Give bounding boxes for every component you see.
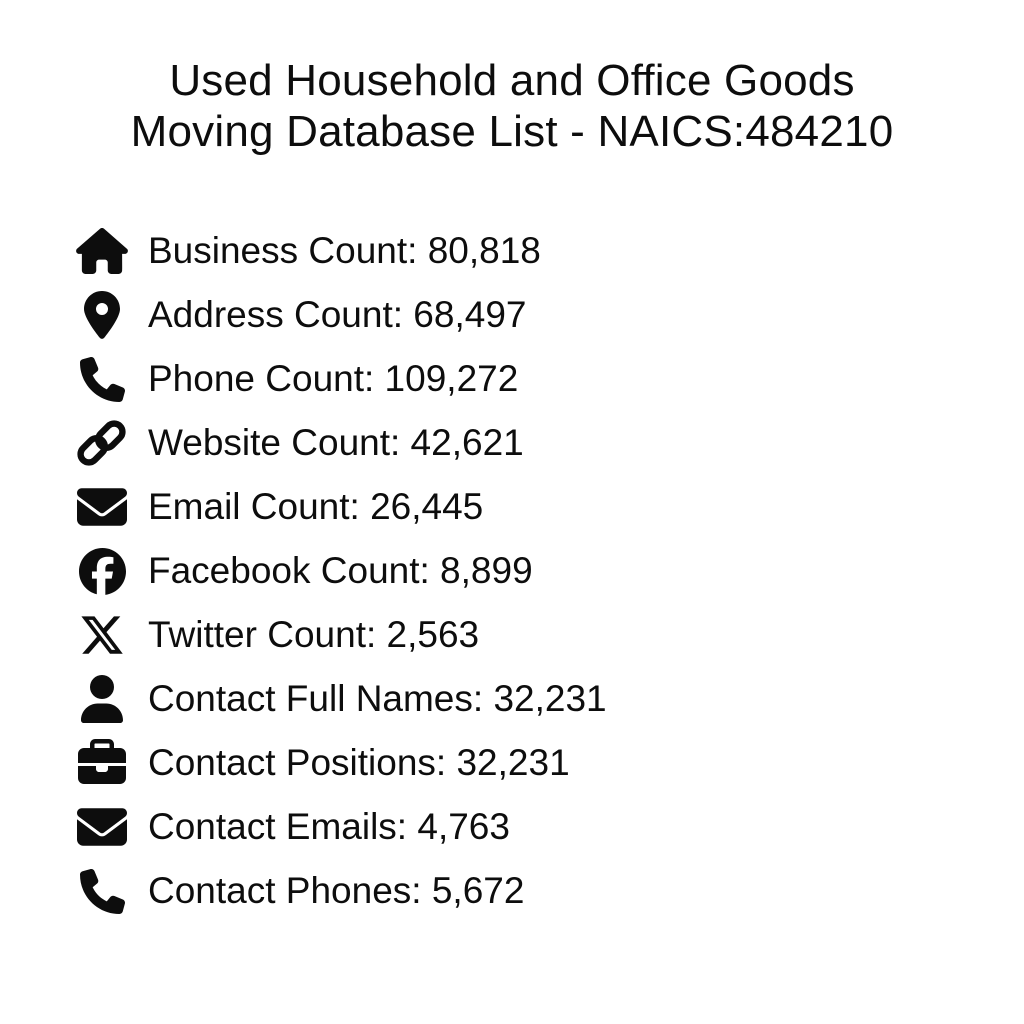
stat-row: Facebook Count: 8,899 [74, 539, 1024, 603]
link-icon [74, 420, 130, 467]
stat-row: Contact Emails: 4,763 [74, 795, 1024, 859]
envelope-icon [74, 482, 130, 532]
facebook-icon [74, 548, 130, 595]
stat-row: Website Count: 42,621 [74, 411, 1024, 475]
stat-text: Twitter Count: 2,563 [148, 614, 480, 656]
house-icon [74, 228, 130, 274]
stat-row: Twitter Count: 2,563 [74, 603, 1024, 667]
page-title-line1: Used Household and Office Goods [169, 56, 855, 105]
location-pin-icon [74, 291, 130, 339]
envelope-icon [74, 802, 130, 852]
stat-text: Website Count: 42,621 [148, 422, 524, 464]
phone-icon [74, 357, 130, 402]
stat-text: Contact Phones: 5,672 [148, 870, 525, 912]
stat-text: Contact Emails: 4,763 [148, 806, 510, 848]
x-twitter-icon [74, 612, 130, 658]
stat-text: Facebook Count: 8,899 [148, 550, 533, 592]
stat-row: Address Count: 68,497 [74, 283, 1024, 347]
stat-row: Contact Full Names: 32,231 [74, 667, 1024, 731]
stat-text: Address Count: 68,497 [148, 294, 527, 336]
stat-row: Contact Phones: 5,672 [74, 859, 1024, 923]
stat-text: Email Count: 26,445 [148, 486, 484, 528]
user-icon [74, 675, 130, 723]
stat-row: Phone Count: 109,272 [74, 347, 1024, 411]
stat-text: Business Count: 80,818 [148, 230, 541, 272]
page-title: Used Household and Office Goods Moving D… [0, 0, 1024, 157]
stat-text: Contact Positions: 32,231 [148, 742, 570, 784]
page-title-line2: Moving Database List - NAICS:484210 [130, 106, 894, 156]
stats-list: Business Count: 80,818 Address Count: 68,… [0, 219, 1024, 923]
phone-icon [74, 869, 130, 914]
stat-text: Contact Full Names: 32,231 [148, 678, 607, 720]
briefcase-icon [74, 739, 130, 787]
stat-row: Contact Positions: 32,231 [74, 731, 1024, 795]
stat-row: Business Count: 80,818 [74, 219, 1024, 283]
stat-text: Phone Count: 109,272 [148, 358, 519, 400]
stat-row: Email Count: 26,445 [74, 475, 1024, 539]
